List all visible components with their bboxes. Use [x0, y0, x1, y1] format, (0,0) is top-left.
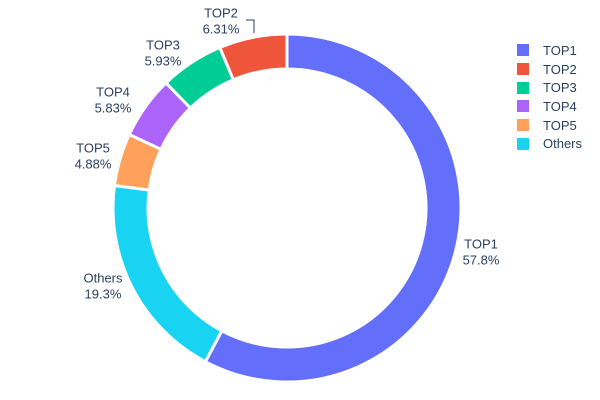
pie-slice-top2[interactable]: [218, 32, 289, 82]
slice-label-percent: 5.93%: [144, 53, 182, 68]
slice-label-name: TOP2: [204, 5, 238, 21]
legend-swatch-top5: [517, 119, 529, 132]
slice-label-name: TOP1: [464, 236, 498, 252]
legend-swatch-top2: [517, 63, 529, 76]
legend-label: TOP2: [543, 61, 577, 77]
slice-label-top2: TOP2 6.31%: [203, 6, 240, 37]
slice-label-top4: TOP4 5.83%: [95, 85, 132, 116]
legend-swatch-top3: [517, 81, 529, 94]
pie-slice-top1[interactable]: [203, 32, 463, 384]
slice-label-name: TOP5: [76, 140, 110, 156]
legend-label: TOP1: [543, 42, 577, 58]
slice-label-name: Others: [83, 270, 123, 286]
legend-item-top5[interactable]: TOP5: [517, 116, 582, 135]
leader-line-top2: [246, 19, 255, 33]
legend-label: Others: [543, 136, 583, 152]
slice-label-others: Others 19.3%: [83, 271, 122, 302]
slice-label-percent: 5.83%: [94, 100, 132, 115]
legend-item-top3[interactable]: TOP3: [517, 78, 582, 97]
legend-item-top1[interactable]: TOP1: [517, 41, 582, 60]
slice-label-top5: TOP5 4.88%: [75, 141, 112, 172]
slice-label-percent: 4.88%: [74, 156, 112, 171]
slice-label-top3: TOP3 5.93%: [145, 38, 182, 69]
slice-label-percent: 19.3%: [84, 286, 122, 301]
legend-label: TOP4: [543, 98, 577, 114]
slice-label-name: TOP4: [96, 84, 130, 100]
legend-swatch-top4: [517, 100, 529, 113]
slice-label-name: TOP3: [146, 37, 180, 53]
legend-label: TOP5: [543, 117, 577, 133]
slice-label-top1: TOP1 57.8%: [463, 237, 500, 268]
slice-label-percent: 6.31%: [202, 21, 240, 36]
legend-swatch-others: [517, 137, 529, 150]
legend-swatch-top1: [517, 44, 529, 57]
legend-item-others[interactable]: Others: [517, 134, 582, 153]
legend-item-top4[interactable]: TOP4: [517, 97, 582, 116]
slice-label-percent: 57.8%: [462, 252, 500, 267]
pie-slice-others[interactable]: [111, 184, 224, 364]
legend-label: TOP3: [543, 80, 577, 96]
legend: TOP1 TOP2 TOP3 TOP4 TOP5 Others: [517, 41, 582, 153]
legend-item-top2[interactable]: TOP2: [517, 60, 582, 79]
